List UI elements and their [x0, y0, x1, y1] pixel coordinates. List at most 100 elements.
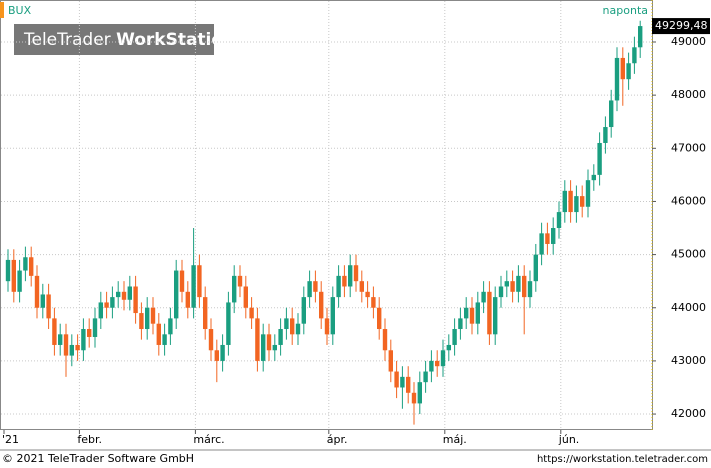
candle-body — [63, 334, 69, 356]
series-marker — [0, 2, 4, 18]
candle-body — [614, 57, 620, 101]
candle-body — [226, 302, 231, 345]
candle-body — [336, 275, 341, 298]
last-price-box — [652, 18, 710, 35]
candle-body — [237, 275, 243, 287]
candle-body — [81, 329, 86, 351]
candle-body — [591, 174, 596, 181]
candle-body — [556, 212, 562, 229]
candle-body — [371, 297, 376, 308]
candle-body — [220, 344, 225, 361]
candle-body — [348, 265, 353, 287]
candle-body — [400, 376, 405, 388]
candle-body — [324, 318, 330, 335]
candle-body — [377, 307, 382, 330]
watermark-box — [14, 24, 214, 55]
candle-body — [272, 344, 277, 351]
candle-body — [469, 307, 475, 324]
candle-body — [52, 318, 57, 345]
candle-body — [232, 275, 237, 303]
chart-title: BUX — [8, 4, 32, 17]
candle-body — [203, 297, 208, 330]
candle-body — [133, 286, 138, 314]
candle-body — [162, 334, 167, 345]
candle-body — [278, 329, 283, 345]
candle-body — [266, 334, 272, 351]
candle-body — [626, 63, 631, 80]
candle-body — [214, 350, 219, 361]
candle-body — [46, 294, 51, 319]
candle-body — [638, 26, 643, 48]
candle-body — [156, 323, 161, 345]
candle-body — [139, 313, 144, 330]
candle-body — [580, 196, 585, 207]
candle-body — [313, 281, 318, 292]
candle-body — [69, 344, 74, 356]
candle-body — [388, 350, 393, 372]
candle-body — [435, 360, 440, 367]
candle-body — [527, 281, 533, 298]
candle-body — [394, 371, 399, 388]
candle-body — [261, 334, 266, 361]
candle-body — [539, 233, 544, 255]
candle-body — [11, 259, 16, 292]
candle-body — [510, 281, 515, 292]
candle-body — [545, 233, 550, 244]
candle-body — [609, 100, 614, 128]
candle-body — [585, 180, 591, 207]
candle-body — [116, 291, 121, 298]
candle-body — [23, 257, 28, 271]
candle-body — [58, 334, 63, 345]
candle-body — [452, 329, 457, 345]
candle-body — [620, 57, 625, 80]
candle-body — [284, 318, 289, 330]
candle-body — [174, 270, 179, 319]
candle-body — [481, 291, 486, 303]
candle-body — [5, 259, 11, 282]
candle-body — [406, 376, 411, 393]
candle-body — [307, 281, 312, 298]
candle-body — [301, 297, 306, 324]
candle-body — [359, 281, 364, 292]
candle-body — [516, 275, 521, 292]
y-tick-label: 49000 — [671, 35, 706, 48]
y-tick-label: 45000 — [671, 248, 706, 261]
copyright: © 2021 TeleTrader Software GmbH — [2, 452, 194, 465]
candle-body — [458, 318, 463, 330]
candle-body — [191, 265, 196, 308]
candle-body — [179, 270, 185, 292]
candle-body — [127, 286, 132, 300]
candle-body — [168, 318, 173, 335]
candle-body — [319, 291, 324, 319]
candle-body — [574, 196, 579, 213]
candle-body — [498, 286, 504, 298]
candle-body — [87, 329, 92, 337]
y-tick-label: 43000 — [671, 354, 706, 367]
candle-body — [121, 291, 127, 300]
candle-body — [98, 302, 103, 319]
x-tick-label: febr. — [77, 433, 102, 446]
candle-body — [295, 323, 301, 335]
candle-body — [493, 297, 498, 335]
candle-body — [597, 142, 602, 175]
x-tick-label: jún. — [558, 433, 580, 446]
plot-frame — [0, 0, 653, 430]
candle-body — [382, 329, 388, 351]
candle-body — [208, 329, 214, 351]
candle-body — [487, 291, 492, 335]
x-tick-label: máj. — [443, 433, 467, 446]
candle-body — [197, 265, 202, 298]
candle-body — [464, 307, 469, 319]
y-tick-label: 42000 — [671, 407, 706, 420]
y-tick-label: 46000 — [671, 194, 706, 207]
candle-body — [185, 291, 190, 308]
candle-body — [92, 318, 98, 337]
candle-body — [40, 294, 45, 308]
footer-url: https://workstation.teletrader.com — [537, 454, 708, 465]
candle-body — [551, 228, 556, 244]
interval-label: naponta — [603, 4, 648, 17]
watermark: TeleTrader WorkStation — [23, 30, 235, 50]
watermark-product: WorkStation — [116, 30, 235, 50]
candle-body — [522, 275, 527, 298]
candle-body — [290, 318, 295, 335]
